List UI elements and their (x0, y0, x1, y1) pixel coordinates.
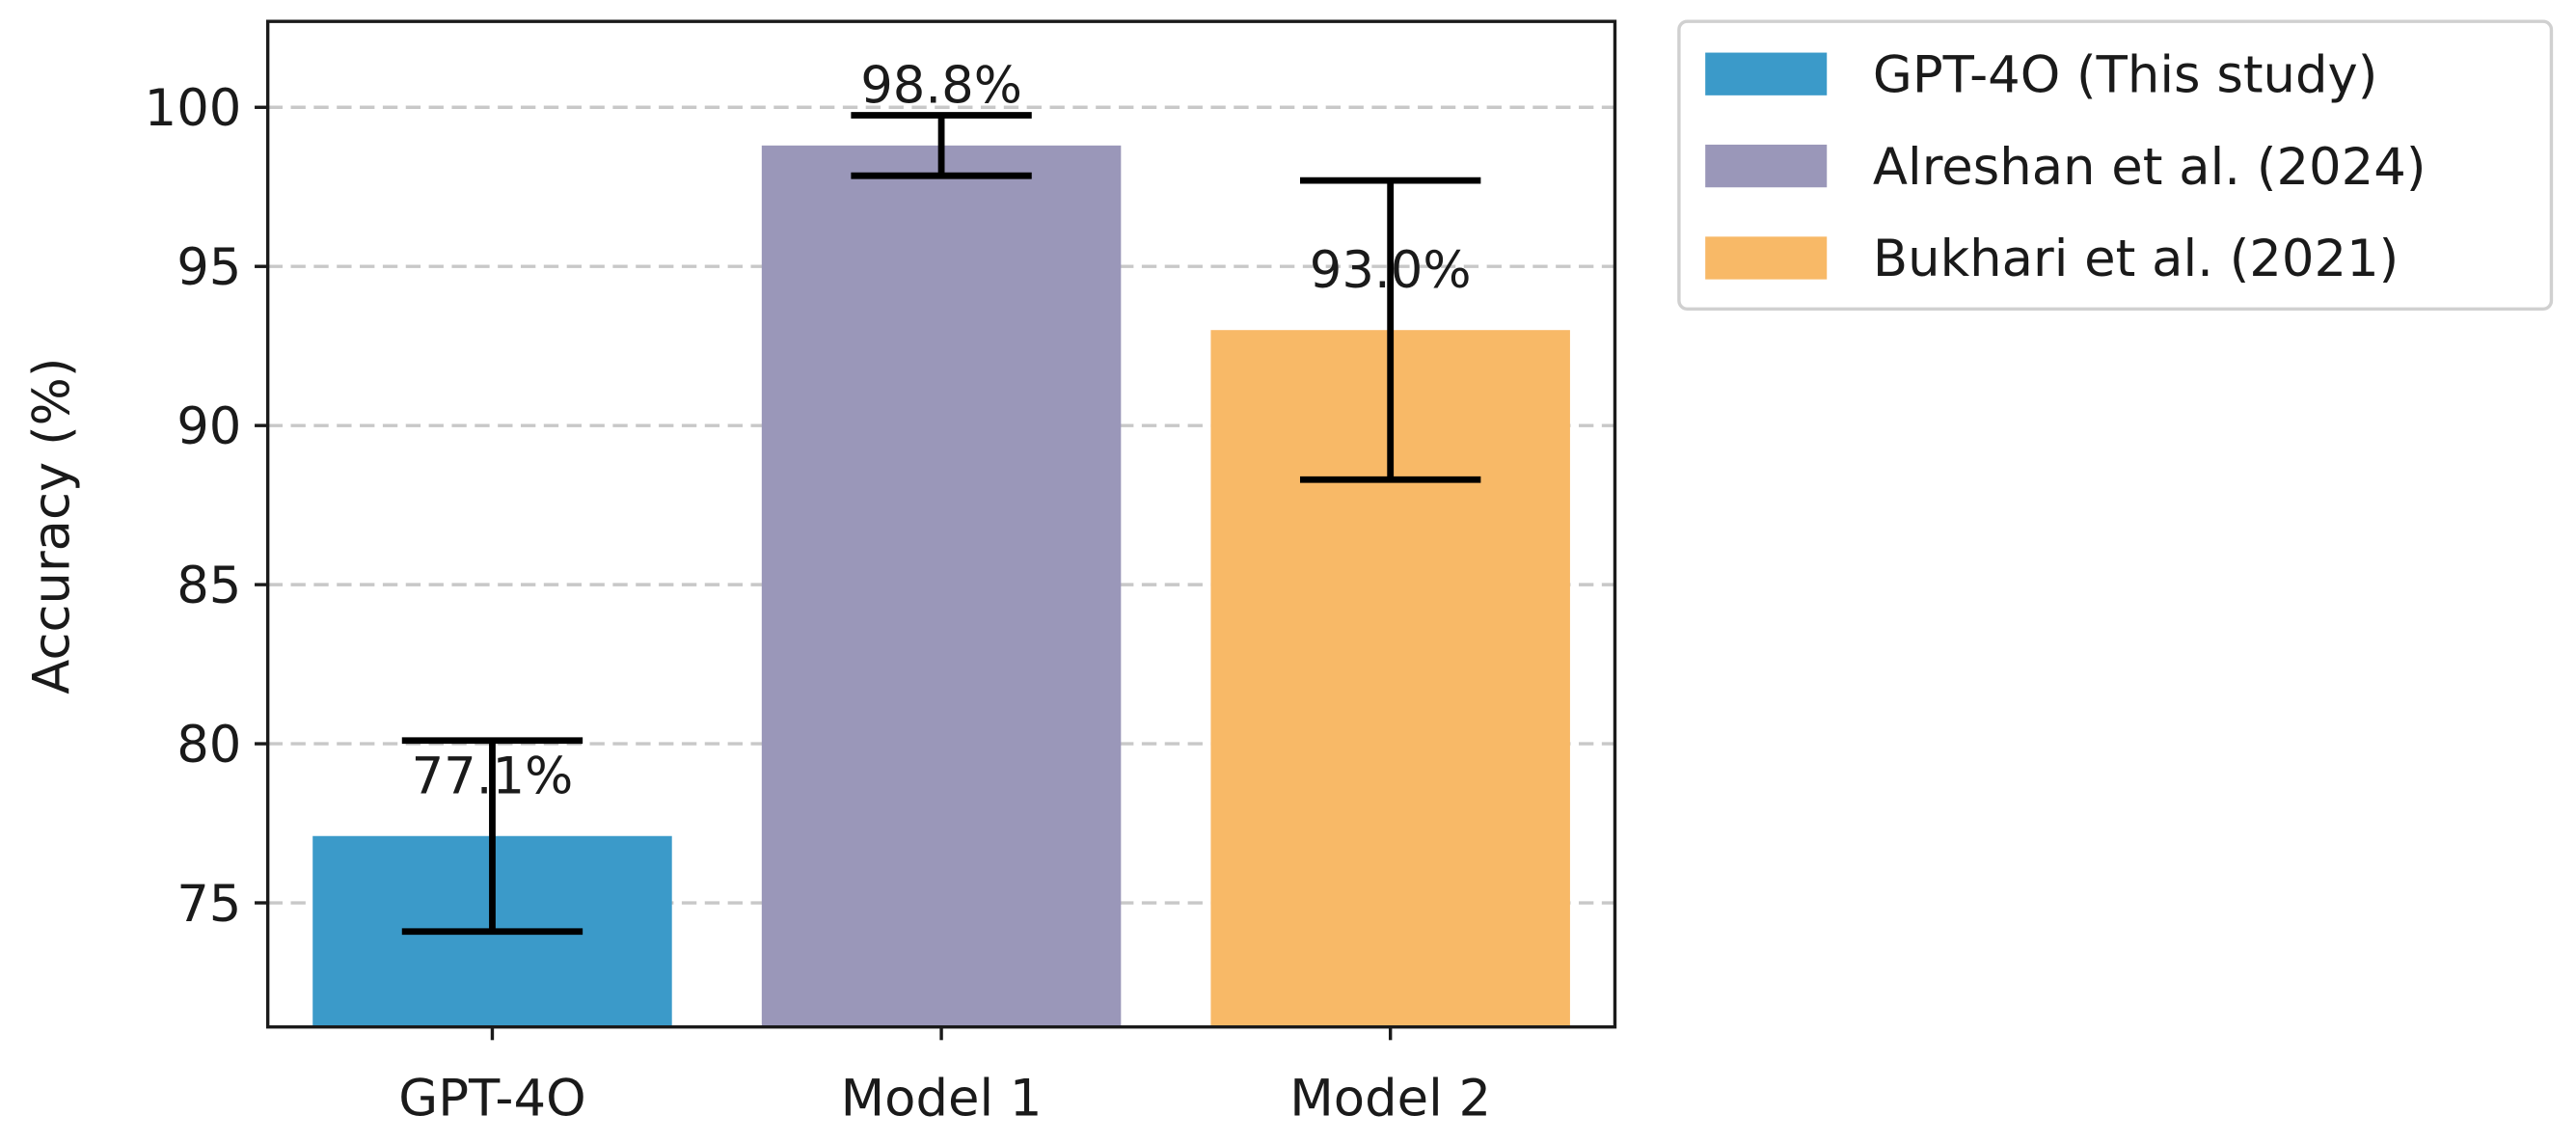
y-tick-label: 85 (176, 557, 241, 615)
legend-label: Bukhari et al. (2021) (1873, 230, 2399, 288)
y-tick-label: 75 (176, 875, 241, 934)
y-tick-label: 90 (176, 397, 241, 456)
x-tick-label: Model 1 (841, 1070, 1043, 1129)
plot-frame (265, 19, 1617, 1029)
legend-swatch (1705, 144, 1828, 188)
y-tick-label: 100 (145, 79, 242, 138)
x-tick-label: GPT-4O (398, 1070, 585, 1129)
legend-box (1677, 19, 2554, 311)
legend-swatch (1705, 236, 1828, 280)
y-tick-label: 80 (176, 716, 241, 775)
legend-label: Alreshan et al. (2024) (1873, 138, 2427, 197)
data-label: 93.0% (1310, 241, 1472, 300)
y-tick-label: 95 (176, 238, 241, 297)
legend-swatch (1705, 52, 1828, 95)
bar (761, 145, 1122, 1027)
legend-label: GPT-4O (This study) (1873, 45, 2377, 104)
y-axis-label: Accuracy (%) (23, 358, 82, 694)
data-label: 98.8% (860, 57, 1022, 116)
data-label: 77.1% (412, 747, 574, 805)
x-tick-label: Model 2 (1289, 1070, 1491, 1129)
